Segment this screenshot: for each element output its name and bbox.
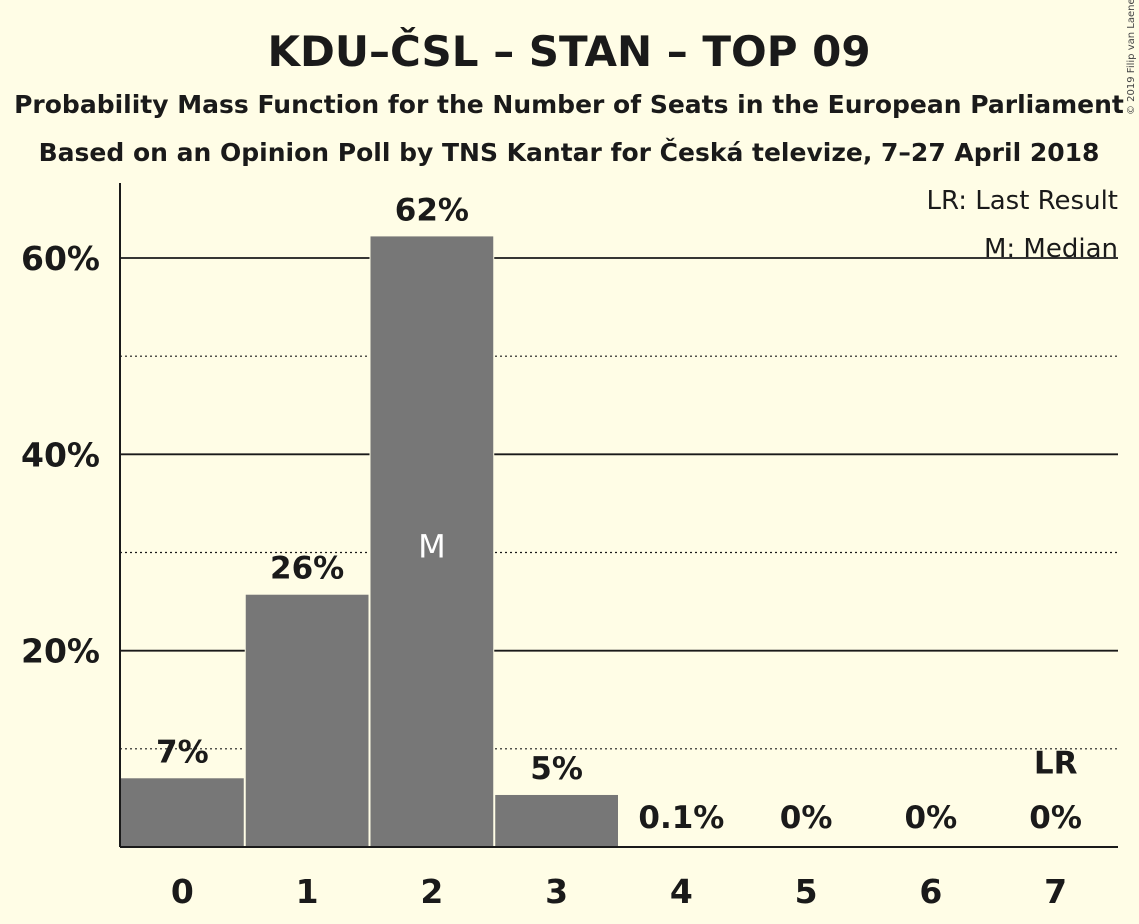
data-label-4: 0.1% bbox=[638, 800, 724, 836]
bar-2 bbox=[370, 236, 494, 848]
data-label-1: 26% bbox=[270, 551, 344, 587]
bars bbox=[120, 236, 744, 848]
x-tick-label: 3 bbox=[545, 872, 568, 911]
last-result-marker: LR bbox=[1034, 745, 1078, 781]
x-tick-label: 0 bbox=[171, 872, 194, 911]
median-marker: M bbox=[418, 528, 446, 566]
data-label-6: 0% bbox=[905, 800, 958, 836]
x-tick-label: 7 bbox=[1044, 872, 1067, 911]
x-tick-label: 6 bbox=[919, 872, 942, 911]
copyright-note: © 2019 Filip van Laenen bbox=[1126, 0, 1137, 115]
x-tick-label: 2 bbox=[420, 872, 443, 911]
legend-median: M: Median bbox=[984, 234, 1118, 264]
data-label-7: 0% bbox=[1029, 800, 1082, 836]
chart-subtitle: Probability Mass Function for the Number… bbox=[14, 90, 1124, 119]
data-labels: 7% 0 26% 1 62% 2 M 5% 3 0.1% 4 0% 5 0% 6 0% 7 LR bbox=[156, 192, 1082, 911]
chart-source: Based on an Opinion Poll by TNS Kantar f… bbox=[39, 137, 1100, 167]
bar-3 bbox=[495, 794, 618, 847]
data-label-0: 7% bbox=[156, 734, 209, 770]
bar-1 bbox=[245, 594, 369, 847]
x-tick-label: 1 bbox=[296, 872, 319, 911]
data-label-3: 5% bbox=[530, 751, 583, 787]
data-label-2: 62% bbox=[395, 192, 469, 228]
gridlines: 20% 40% 60% bbox=[21, 239, 1118, 750]
x-tick-label: 5 bbox=[795, 872, 818, 911]
y-tick-label: 20% bbox=[21, 632, 100, 671]
legend-last-result: LR: Last Result bbox=[926, 186, 1118, 216]
chart-title: KDU–ČSL – STAN – TOP 09 bbox=[267, 26, 870, 76]
data-label-5: 0% bbox=[780, 800, 833, 836]
axes bbox=[119, 183, 1118, 848]
y-tick-label: 60% bbox=[21, 239, 100, 278]
y-tick-label: 40% bbox=[21, 435, 100, 474]
bar-0 bbox=[121, 778, 244, 847]
x-tick-label: 4 bbox=[670, 872, 693, 911]
